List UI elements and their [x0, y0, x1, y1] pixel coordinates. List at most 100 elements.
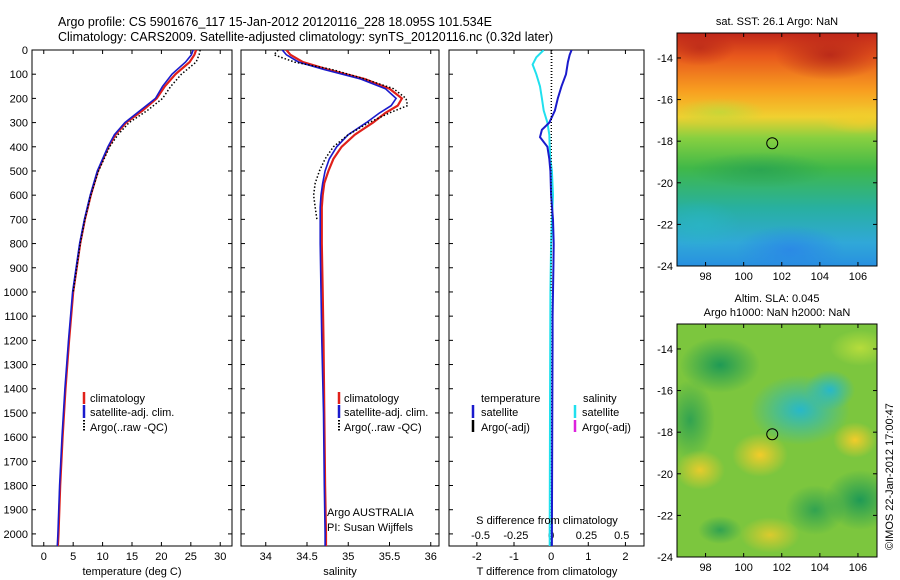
map-lon-label: 100: [734, 562, 752, 574]
depth-axis: 0 100 200 300 400 500 600 700 800 900 1000 1100 1200…: [4, 45, 644, 541]
temperature-argo-diff-line: [550, 50, 553, 292]
depth-tick-label: 100: [10, 69, 28, 81]
temperature-satellite-line: [56, 50, 194, 546]
sst-map: [677, 33, 877, 266]
sla-map-title-1: Altim. SLA: 0.045: [735, 293, 820, 305]
depth-tick-label: 1000: [4, 287, 28, 299]
map-lon-label: 100: [734, 271, 752, 283]
legend-item: satellite: [481, 407, 518, 419]
map-lon-label: 104: [811, 271, 829, 283]
map-lon-label: 106: [849, 562, 867, 574]
temperature-panel: [31, 49, 233, 547]
sst-map-axes: 98 100 102 104 106 -14 -16 -18 -20 -22 -24: [657, 33, 877, 283]
map-lat-label: -22: [657, 510, 673, 522]
sla-float-marker: [766, 428, 779, 441]
map-lat-label: -16: [657, 386, 673, 398]
difference-x-axis: -2 -1 0 1 2: [472, 50, 628, 563]
depth-tick-label: 1700: [4, 456, 28, 468]
depth-tick-label: 800: [10, 239, 28, 251]
map-lat-label: -22: [657, 219, 673, 231]
difference-xlabel: T difference from climatology: [477, 566, 618, 578]
legend-temperature-title: temperature: [481, 393, 540, 405]
map-lat-label: -18: [657, 136, 673, 148]
depth-tick-label: 300: [10, 118, 28, 130]
sla-map-title-2: Argo h1000: NaN h2000: NaN: [704, 307, 851, 319]
depth-tick-label: 1600: [4, 432, 28, 444]
depth-tick-label: 1200: [4, 335, 28, 347]
salinity-panel: [240, 49, 440, 547]
x-tick-label: 35: [342, 551, 354, 563]
salinity-satellite-diff-line: [531, 50, 555, 546]
map-lon-label: 98: [699, 271, 711, 283]
map-lat-label: -14: [657, 344, 673, 356]
s-diff-tick-label: 0.5: [614, 530, 629, 542]
depth-tick-label: 1300: [4, 360, 28, 372]
difference-legend: temperature satellite Argo(-adj) salinit…: [471, 393, 631, 434]
temperature-xlabel: temperature (deg C): [82, 566, 181, 578]
map-lat-label: -18: [657, 427, 673, 439]
depth-tick-label: 1100: [4, 311, 28, 323]
depth-tick-label: 1900: [4, 505, 28, 517]
depth-tick-label: 1800: [4, 481, 28, 493]
map-lat-label: -24: [657, 261, 673, 273]
map-lat-label: -16: [657, 95, 673, 107]
s-diff-tick-label: -0.25: [503, 530, 528, 542]
map-lon-label: 98: [699, 562, 711, 574]
map-lon-label: 102: [773, 271, 791, 283]
sla-map: [677, 324, 877, 557]
x-tick-label: 15: [126, 551, 138, 563]
salinity-legend: climatology satellite-adj. clim. Argo(..…: [327, 392, 428, 534]
legend-item: satellite: [582, 407, 619, 419]
depth-tick-label: 200: [10, 93, 28, 105]
title-line-2: Climatology: CARS2009. Satellite-adjuste…: [58, 30, 553, 44]
map-lon-label: 102: [773, 562, 791, 574]
imos-credit: ©IMOS 22-Jan-2012 17:00:47: [884, 403, 896, 550]
map-lat-label: -20: [657, 469, 673, 481]
x-tick-label: -1: [509, 551, 519, 563]
sst-map-frame: [676, 32, 878, 267]
salinity-climatology-line: [285, 50, 404, 546]
legend-salinity-title: salinity: [583, 393, 617, 405]
x-tick-label: 0: [548, 551, 554, 563]
s-diff-tick-label: -0.5: [471, 530, 490, 542]
temperature-argo-line: [72, 50, 201, 293]
salinity-satellite-line: [281, 50, 398, 546]
x-tick-label: 36: [425, 551, 437, 563]
depth-tick-label: 400: [10, 142, 28, 154]
depth-tick-label: 1400: [4, 384, 28, 396]
map-lat-label: -20: [657, 178, 673, 190]
sst-map-title: sat. SST: 26.1 Argo: NaN: [716, 16, 838, 28]
s-difference-label: S difference from climatology: [476, 515, 618, 527]
map-lon-label: 106: [849, 271, 867, 283]
map-lon-label: 104: [811, 562, 829, 574]
x-tick-label: 5: [70, 551, 76, 563]
x-tick-label: 35.5: [379, 551, 400, 563]
salinity-x-axis: 34 34.5 35 35.5 36: [260, 50, 437, 563]
salinity-xlabel: salinity: [323, 566, 357, 578]
depth-tick-label: 500: [10, 166, 28, 178]
depth-tick-label: 0: [22, 45, 28, 57]
legend-item: Argo(..raw -QC): [90, 422, 168, 434]
depth-tick-label: 900: [10, 263, 28, 275]
legend-item: satellite-adj. clim.: [90, 407, 174, 419]
x-tick-label: 25: [185, 551, 197, 563]
legend-item: Argo(-adj): [582, 422, 631, 434]
depth-tick-label: 1500: [4, 408, 28, 420]
sla-map-axes: 98 100 102 104 106 -14 -16 -18 -20 -22 -24: [657, 324, 877, 574]
x-tick-label: 0: [41, 551, 47, 563]
legend-item: Argo(-adj): [481, 422, 530, 434]
x-tick-label: 20: [155, 551, 167, 563]
x-tick-label: 30: [214, 551, 226, 563]
x-tick-label: -2: [472, 551, 482, 563]
map-lat-label: -14: [657, 53, 673, 65]
legend-item: satellite-adj. clim.: [344, 407, 428, 419]
title-line-1: Argo profile: CS 5901676_117 15-Jan-2012…: [58, 15, 492, 29]
x-tick-label: 1: [585, 551, 591, 563]
map-lat-label: -24: [657, 552, 673, 564]
depth-tick-label: 600: [10, 190, 28, 202]
temperature-satellite-diff-line: [538, 50, 573, 546]
depth-tick-label: 700: [10, 214, 28, 226]
legend-item: Argo(..raw -QC): [344, 422, 422, 434]
x-tick-label: 2: [622, 551, 628, 563]
